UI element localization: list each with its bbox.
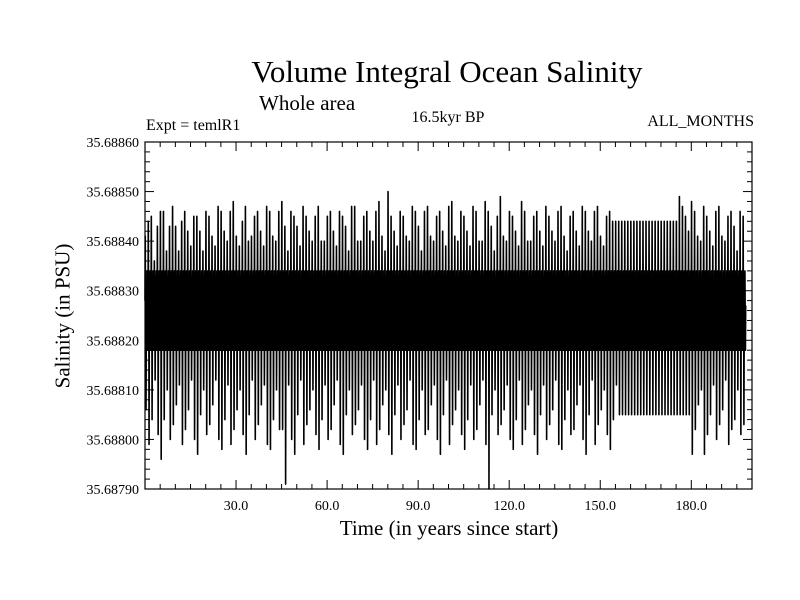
x-tick-label: 120.0 <box>493 499 525 514</box>
plot-frame <box>144 141 753 490</box>
y-tick-label: 35.68790 <box>87 483 140 498</box>
x-tick-label: 60.0 <box>315 499 340 514</box>
y-tick-label: 35.68830 <box>87 285 140 300</box>
x-tick-label: 90.0 <box>406 499 431 514</box>
y-tick-label: 35.68810 <box>87 384 140 399</box>
salinity-series-line <box>144 190 747 490</box>
axis-ticks <box>145 142 752 489</box>
y-tick-label: 35.68820 <box>87 334 140 349</box>
period-label: 16.5kyr BP <box>411 109 485 126</box>
y-tick-label: 35.68840 <box>87 235 140 250</box>
x-tick-label: 30.0 <box>224 499 249 514</box>
months-label: ALL_MONTHS <box>647 113 754 130</box>
x-axis-label: Time (in years since start) <box>339 516 559 540</box>
chart-title: Volume Integral Ocean Salinity <box>251 54 643 89</box>
x-tick-label: 150.0 <box>585 499 617 514</box>
x-tick-label: 180.0 <box>676 499 708 514</box>
y-tick-label: 35.68800 <box>87 433 140 448</box>
y-tick-label: 35.68850 <box>87 186 140 201</box>
experiment-label: Expt = temlR1 <box>146 117 241 134</box>
y-tick-label: 35.68860 <box>87 136 140 151</box>
chart-subtitle: Whole area <box>259 91 356 115</box>
tick-labels: 30.0 60.0 90.0 120.0 150.0 180.0 35.68790 35.68… <box>87 136 708 514</box>
